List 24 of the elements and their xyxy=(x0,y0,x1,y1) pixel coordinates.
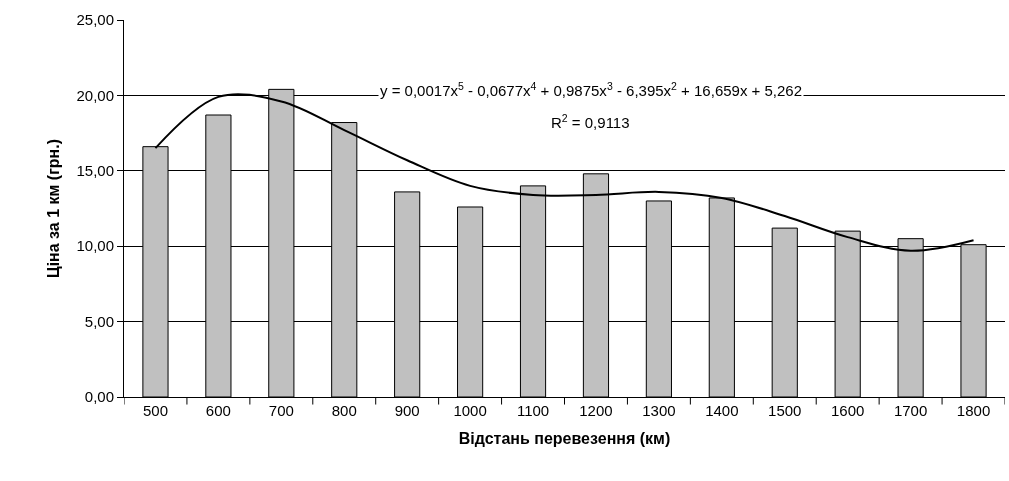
text: y = 0,0017x$^{5}$ - 0,0677x$^{4}$ + 0,9875x$^{3}$ - 6,395x$^{2}$ + 16,659x + 5,262 xyxy=(380,80,803,100)
x-tick-label: 600 xyxy=(205,402,231,419)
x-tick-label: 1400 xyxy=(705,402,739,419)
x-tick-label: 500 xyxy=(142,402,168,419)
y-axis-title: Ціна за 1 км (грн.) xyxy=(45,138,63,279)
x-tick-label: 800 xyxy=(331,402,357,419)
y-tick-label: 20,00 xyxy=(76,86,114,104)
x-tick-label: 1200 xyxy=(579,402,613,419)
x-tick-label: 700 xyxy=(268,402,294,419)
y-tick-label: 5,00 xyxy=(84,312,114,330)
y-tick-label: 25,00 xyxy=(76,11,114,29)
x-tick-label: 1100 xyxy=(516,402,550,419)
annotation: R$^{2}$ = 0,9113 xyxy=(551,112,630,132)
x-tick-label: 1600 xyxy=(830,402,865,419)
x-tick-label: 1800 xyxy=(956,402,991,419)
y-tick-label: 10,00 xyxy=(76,237,114,255)
x-tick-label: 1500 xyxy=(768,402,802,419)
y-tick-label: 0,00 xyxy=(84,388,114,406)
x-tick-label: 900 xyxy=(394,402,420,419)
y-tick-label: 15,00 xyxy=(76,162,114,180)
x-axis-title: Відстань перевезення (км) xyxy=(458,429,671,447)
x-tick-label: 1700 xyxy=(893,402,928,419)
x-tick-label: 1300 xyxy=(642,402,676,419)
x-tick-label: 1000 xyxy=(453,402,487,419)
